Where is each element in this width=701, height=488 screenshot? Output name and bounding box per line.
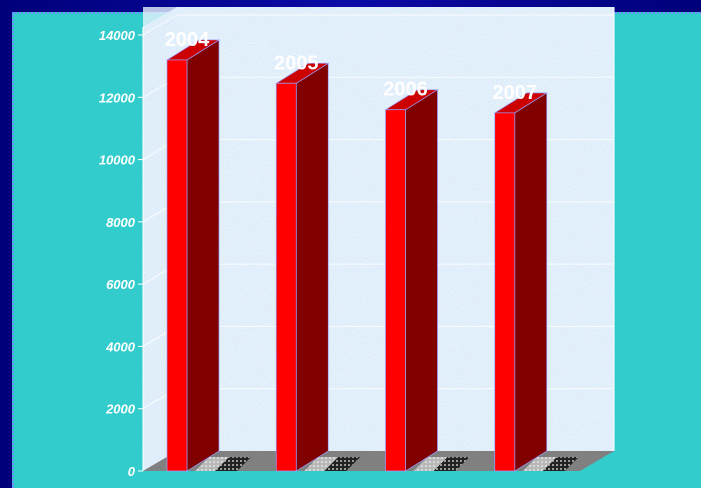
floor-block-light	[413, 457, 448, 471]
bar-side	[405, 89, 438, 472]
bar	[166, 59, 188, 472]
data-labels: 2004 2005 2006 2007	[165, 29, 537, 104]
bar-group	[384, 89, 470, 472]
y-tick-label: 10000	[99, 153, 136, 168]
floor-block-dotted	[215, 457, 251, 471]
y-axis: 0 2000 4000 6000 8000 10000 12000 14000	[99, 27, 144, 479]
bar-side	[186, 39, 220, 472]
floor-block-light	[195, 457, 229, 471]
bar-group	[165, 39, 251, 472]
y-tick-label: 6000	[106, 277, 136, 292]
data-label: 2004	[165, 29, 210, 51]
floor-block-light	[522, 457, 557, 471]
y-tick-label: 12000	[99, 90, 136, 105]
bar-group	[275, 62, 361, 472]
bar	[494, 112, 516, 472]
y-tick-label: 14000	[99, 28, 136, 43]
bars	[165, 39, 579, 472]
data-label: 2006	[383, 79, 428, 101]
floor-block-dotted	[433, 457, 470, 471]
y-tick-label: 4000	[105, 339, 136, 354]
bar	[275, 82, 297, 472]
data-label: 2007	[493, 82, 538, 104]
y-tick-label: 8000	[106, 215, 136, 230]
y-tick-label: 0	[128, 464, 136, 479]
floor-block-light	[304, 457, 339, 471]
floor-block-dotted	[324, 457, 361, 471]
y-tick-label: 2000	[105, 402, 136, 417]
bar-side	[295, 62, 329, 472]
floor-block-dotted	[542, 457, 579, 471]
data-label: 2005	[274, 52, 319, 74]
gridline-side	[142, 14, 178, 36]
bar-side	[514, 92, 548, 472]
bar	[385, 109, 406, 472]
bar-group	[493, 92, 579, 472]
